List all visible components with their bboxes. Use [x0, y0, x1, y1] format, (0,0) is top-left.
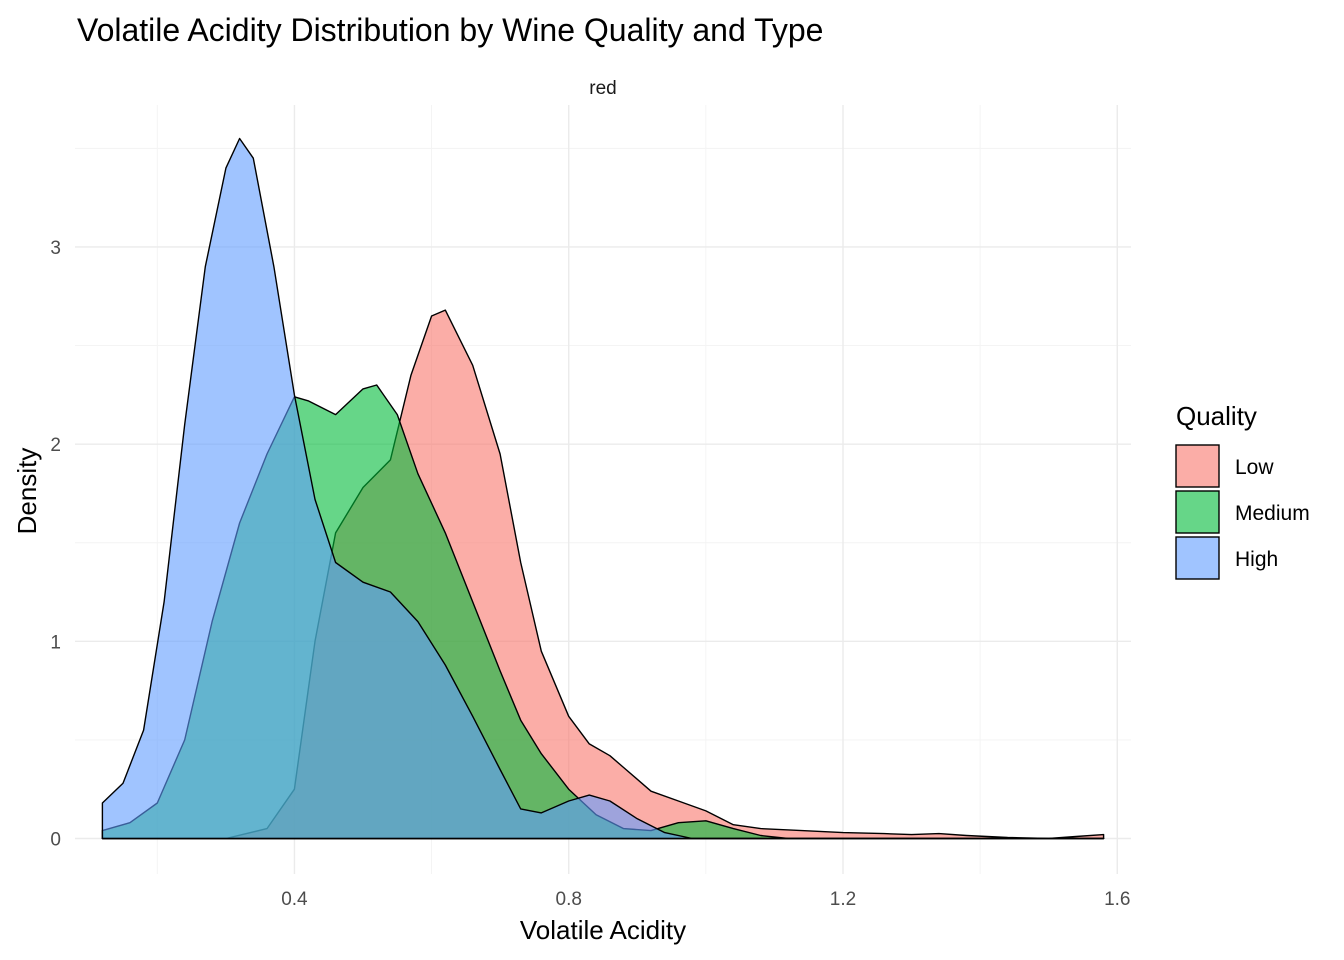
chart-title: Volatile Acidity Distribution by Wine Qu…: [77, 12, 823, 48]
y-tick-label: 1: [50, 632, 61, 653]
x-tick-label: 1.6: [1104, 889, 1130, 910]
legend-key-high: [1175, 536, 1220, 580]
x-tick-label: 0.8: [556, 889, 582, 910]
legend-title: Quality: [1176, 401, 1257, 431]
y-tick-label: 0: [50, 830, 61, 851]
legend-label-high: High: [1235, 548, 1278, 571]
y-tick-label: 3: [50, 238, 61, 259]
x-tick-label: 0.4: [281, 889, 308, 910]
y-axis-title: Density: [12, 448, 42, 535]
y-axis-ticks: 0 1 2 3: [50, 238, 61, 851]
legend-key-low: [1175, 444, 1220, 488]
legend-key-medium: [1175, 490, 1220, 534]
legend: Quality Low Medium High: [1175, 401, 1310, 580]
legend-label-low: Low: [1235, 456, 1274, 479]
x-axis-title: Volatile Acidity: [520, 915, 686, 945]
x-tick-label: 1.2: [830, 889, 856, 910]
density-areas: [101, 137, 1105, 840]
x-axis-ticks: 0.4 0.8 1.2 1.6: [281, 889, 1130, 910]
density-area-high: [101, 137, 1105, 840]
legend-label-medium: Medium: [1235, 502, 1310, 525]
facet-strip-label: red: [589, 78, 616, 99]
y-tick-label: 2: [50, 435, 61, 456]
